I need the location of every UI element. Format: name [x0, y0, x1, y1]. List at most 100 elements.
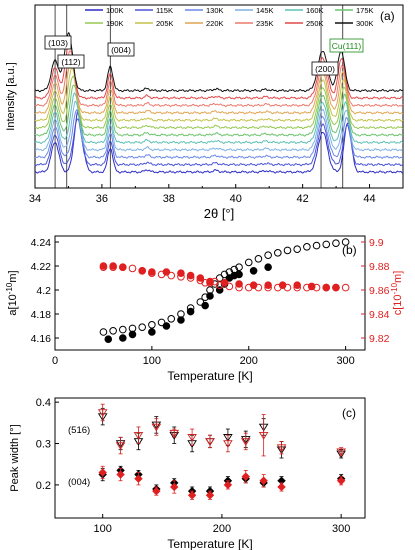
y-right-axis-label-base: c[10	[392, 295, 404, 316]
data-point	[157, 318, 166, 327]
data-point	[177, 269, 185, 278]
y-left-tick-label: 4.22	[31, 261, 52, 273]
data-point	[109, 327, 117, 335]
data-point	[98, 468, 107, 477]
peak-label-box	[57, 54, 85, 69]
trace-235K	[34, 50, 404, 108]
y-tick-label: 0.3	[36, 439, 51, 451]
peak-label-Cu(111): Cu(111)	[329, 38, 364, 53]
y-right-axis-label-exponent: -10	[390, 282, 399, 294]
legend-label: 130K	[206, 6, 224, 15]
data-point	[264, 263, 272, 272]
x-tick-label: 40	[230, 193, 242, 205]
legend-label: 160K	[306, 6, 324, 15]
data-point	[104, 335, 113, 344]
data-point	[277, 482, 286, 492]
data-point	[259, 476, 268, 485]
series-(516)-open-triangle-down	[97, 403, 346, 457]
data-point	[162, 268, 171, 276]
data-point	[254, 254, 263, 263]
y-right-tick-label: 9.86	[369, 285, 390, 297]
annotation-004: (004)	[68, 477, 90, 488]
series-(004)-filled-diamond	[98, 465, 346, 496]
data-point	[167, 315, 176, 323]
data-point	[332, 283, 340, 292]
data-point	[138, 267, 146, 275]
data-point	[205, 438, 215, 446]
data-point	[258, 431, 269, 440]
data-point	[322, 283, 331, 292]
data-point	[293, 281, 301, 290]
trace-190K	[34, 75, 404, 130]
x-tick-label: 42	[297, 193, 309, 205]
peak-label-text: (103)	[48, 38, 68, 48]
y-tick-label: 0.2	[36, 480, 51, 492]
x-tick-label: 300	[332, 523, 350, 535]
x-tick-label: 38	[163, 193, 175, 205]
data-point	[148, 321, 156, 329]
data-point	[283, 246, 292, 255]
peak-label-box	[44, 35, 72, 50]
y-left-tick-label: 4.24	[31, 237, 52, 249]
y-left-tick-label: 4.2	[36, 285, 51, 297]
trace-115K	[34, 118, 404, 167]
peak-label-(200): (200)	[311, 61, 339, 76]
data-point	[115, 442, 126, 451]
x-tick-label: 44	[363, 193, 375, 205]
peak-label-box	[107, 42, 135, 57]
series-right-filled	[99, 262, 340, 292]
data-point	[235, 280, 243, 288]
y-right-tick-label: 9.82	[369, 333, 390, 345]
data-point	[134, 474, 143, 483]
trace-250K	[34, 41, 404, 100]
data-point	[293, 245, 301, 253]
y-left-axis-label-unit: m]	[7, 270, 19, 282]
y-right-tick-label: 9.9	[369, 237, 384, 249]
y-tick-label: 0.4	[36, 397, 51, 409]
data-point	[119, 263, 127, 272]
legend-label: 145K	[256, 6, 274, 15]
data-point	[196, 274, 205, 282]
trace-130K	[34, 109, 404, 159]
x-tick-label: 100	[143, 355, 161, 367]
y-left-tick-label: 4.18	[31, 309, 52, 321]
data-point	[235, 270, 243, 279]
panel-c: 100 200 300 0.2 0.3 0.4 Temperature [K] Peak wi…	[9, 397, 366, 550]
panel-a-frame	[34, 4, 404, 189]
legend: 100K 115K 130K 145K 160K 175K 190K 205K 220K 235K…	[85, 6, 374, 28]
data-point	[278, 281, 287, 290]
trace-175K	[34, 84, 403, 137]
panel-b-frame	[54, 235, 366, 351]
peak-label-box	[311, 61, 339, 76]
data-point	[119, 325, 127, 334]
legend-label: 235K	[256, 19, 274, 28]
data-point	[274, 249, 282, 257]
data-point	[206, 292, 214, 300]
peak-label-text: (004)	[111, 45, 131, 55]
data-point	[109, 262, 117, 270]
data-point	[336, 448, 346, 457]
x-axis-label: Temperature [K]	[167, 537, 252, 550]
data-point	[249, 281, 258, 290]
data-point	[223, 480, 233, 490]
trace-145K	[34, 100, 404, 152]
peak-label-box	[329, 38, 364, 53]
trace-205K	[34, 66, 404, 122]
data-point	[206, 277, 214, 286]
data-point	[307, 282, 316, 291]
data-point	[235, 263, 243, 272]
data-point	[133, 431, 144, 440]
data-point	[215, 274, 224, 282]
series-(004)-filled-diamond	[98, 465, 346, 500]
data-point	[186, 307, 195, 316]
data-point	[332, 239, 340, 247]
trace-100K	[35, 109, 404, 174]
data-point	[312, 241, 321, 250]
data-point	[223, 434, 233, 442]
legend-label: 250K	[306, 19, 324, 28]
y-left-tick-label: 4.16	[31, 333, 52, 345]
y-right-tick-label: 9.88	[369, 261, 390, 273]
data-point	[220, 279, 229, 287]
y-right-axis-label-unit: m]	[392, 271, 404, 283]
